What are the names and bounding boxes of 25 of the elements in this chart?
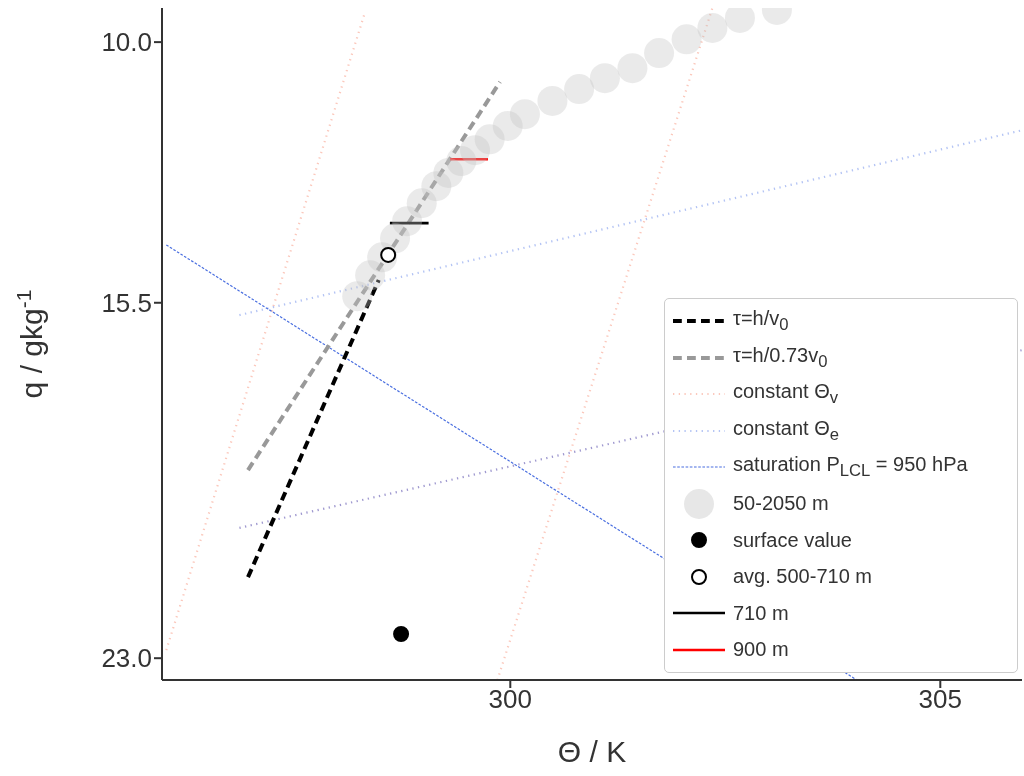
x-tick-label: 305: [918, 684, 962, 715]
legend-label: 50-2050 m: [733, 492, 829, 516]
x-tick-label: 300: [488, 684, 532, 715]
point: [509, 99, 540, 130]
legend-label: constant Θ$_{e}$: [733, 416, 839, 445]
legend-label: saturation P$_{LCL}$ = 950 hPa: [733, 453, 968, 482]
y-tick-label: 10.0: [101, 27, 152, 58]
y-tick-label: 15.5: [101, 288, 152, 318]
point: [537, 85, 568, 116]
legend-label: 900 m: [733, 638, 789, 662]
point: [564, 74, 595, 105]
point: [393, 626, 410, 643]
legend-label: τ=h/v$_{0}$: [733, 307, 789, 336]
point: [617, 53, 648, 84]
point: [697, 12, 728, 43]
legend-label: surface value: [733, 528, 852, 552]
point: [342, 281, 373, 312]
legend-label: τ=h/0.73v$_{0}$: [733, 343, 828, 372]
point: [671, 24, 702, 55]
y-tick-label: 23.0: [101, 643, 152, 674]
legend-label: 710 m: [733, 601, 789, 625]
point: [589, 63, 620, 94]
x-axis-title: Θ / K: [557, 735, 627, 768]
legend-label: avg. 500-710 m: [733, 565, 872, 589]
legend-label: constant Θ$_{v}$: [733, 380, 839, 409]
